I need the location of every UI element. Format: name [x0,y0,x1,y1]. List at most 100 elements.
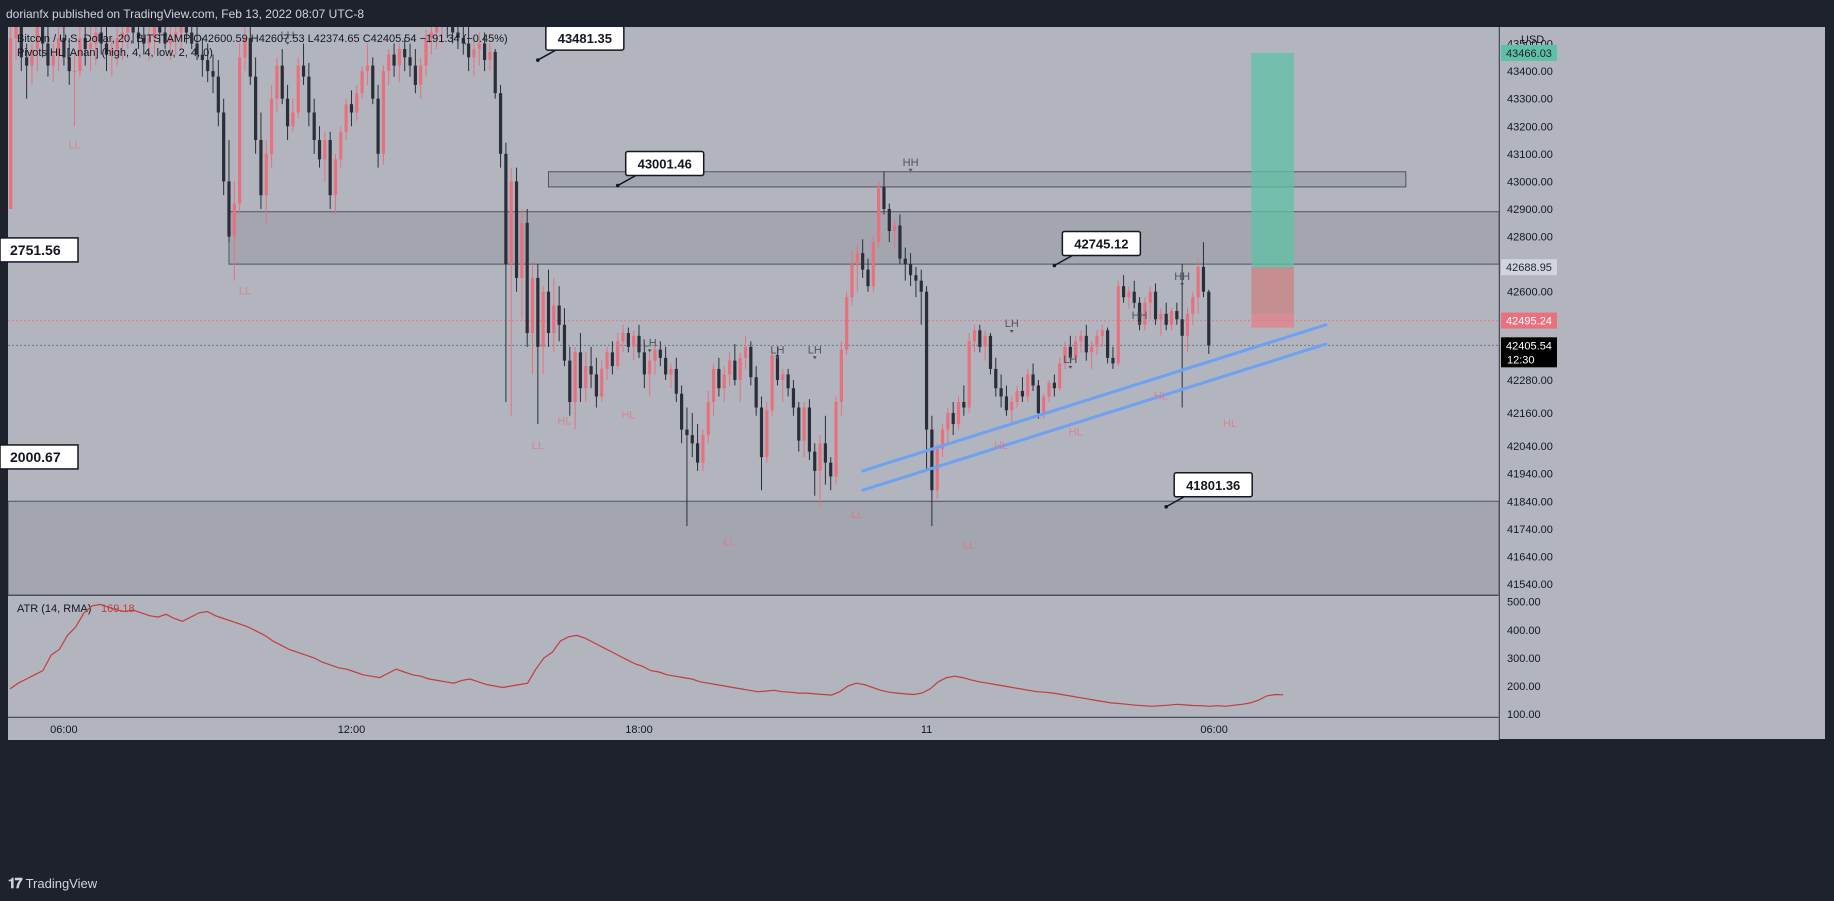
candle-body [365,65,370,72]
candle-body [1031,374,1035,386]
candle-body [259,140,263,196]
candle-body [850,264,854,298]
candle-body [222,112,226,182]
candle-body [211,71,215,77]
candle-body [626,333,630,347]
candle-body [690,435,694,444]
candle-body [669,368,673,375]
callout-pointer [1053,254,1073,267]
candle-body [104,43,109,55]
candle-body [67,57,71,72]
candle-body [355,93,359,113]
candle-body [99,32,103,44]
candle-body [179,27,183,33]
candle-body [1175,311,1179,320]
candle-body [818,443,822,471]
time-tick-label: 18:00 [625,724,653,736]
candle-body [504,153,508,265]
candle-body [637,335,641,353]
candle-body [1137,302,1142,325]
price-tick-label: 42800.00 [1507,232,1553,244]
candle-body [759,407,764,458]
candle-body [147,38,151,44]
candle-body [903,258,907,265]
candle-body [658,349,662,358]
candle-body [946,413,950,430]
candle-body [717,368,721,389]
atr-line [9,603,1284,707]
pivot-label-hh: HH [903,157,919,169]
candle-body [339,131,343,160]
atr-tick-label: 300.00 [1507,653,1541,665]
candle-body [972,330,977,342]
candle-body [568,360,572,402]
candle-body [685,429,689,436]
zone-1 [547,171,1407,188]
candle-body [701,435,705,463]
candle-body [621,333,625,342]
candle-body [861,253,865,270]
price-badge [1501,337,1557,368]
candle-body [488,51,492,61]
candle-body [711,368,716,402]
chart-area[interactable]: LH LH LH LH HH LH LH HH HH LL LL LL LL LL LL HL HL HL HL HL… [0,27,1834,865]
pivot-label-lh: LH [1063,354,1077,366]
candle-body [344,104,348,132]
time-tick-label: 06:00 [50,724,78,736]
candle-body [775,355,780,380]
candle-body [371,65,375,99]
price-tick-label: 41640.00 [1507,551,1553,563]
candle-body [743,346,748,358]
candle-body [898,225,902,259]
atr-legend-title: ATR (14, RMA) [17,603,91,615]
candle-body [877,186,881,243]
candle-body [206,60,210,72]
candle-body [227,181,231,237]
candle-body [392,54,396,66]
candle-body [514,181,519,278]
candle-body [983,335,987,347]
candle-body [1063,346,1067,364]
candle-body [168,38,173,44]
callout-pointer [617,174,637,187]
tradingview-logo-icon: 𝟏𝟕 [8,875,23,891]
candle-body [674,368,678,394]
candle-body [477,43,481,50]
candle-body [360,71,364,94]
candle-body [610,352,614,367]
candle-body [733,360,737,380]
candle-body [1196,266,1200,298]
candle-body [435,27,439,33]
candle-body [552,305,556,334]
price-tick-label: 42040.00 [1507,441,1553,453]
price-axis-bg [1500,27,1825,739]
pivot-label-hl: HL [557,415,571,427]
candle-body [200,54,204,61]
pivot-label-lh: LH [808,344,822,356]
candle-body [866,269,870,287]
candle-body [1036,385,1040,414]
candle-body [19,27,23,58]
callout-text: 41801.36 [1186,478,1240,493]
candle-body [584,366,588,389]
pivot-marker [775,356,780,360]
candle-body [110,49,114,55]
pivot-label-ll: LL [532,440,544,452]
tradingview-logo[interactable]: 𝟏𝟕 TradingView [8,875,97,892]
callout-pointer [537,49,557,61]
chart-canvas[interactable]: LH LH LH LH HH LH LH HH HH LL LL LL LL LL LL HL HL HL HL HL… [0,27,1834,865]
candle-body [461,38,465,44]
price-badge-text: 42688.95 [1506,262,1552,274]
pivot-marker [908,168,913,172]
candle-body [275,65,279,99]
candle-body [893,225,897,232]
callout-anchor [536,58,540,62]
candle-body [541,291,545,347]
candle-body [967,341,971,408]
candle-body [727,360,732,375]
candle-body [493,51,497,94]
candle-body [557,305,561,325]
candle-body [381,71,386,154]
candle-body [1127,291,1131,298]
callout-text: 43001.46 [638,157,692,172]
